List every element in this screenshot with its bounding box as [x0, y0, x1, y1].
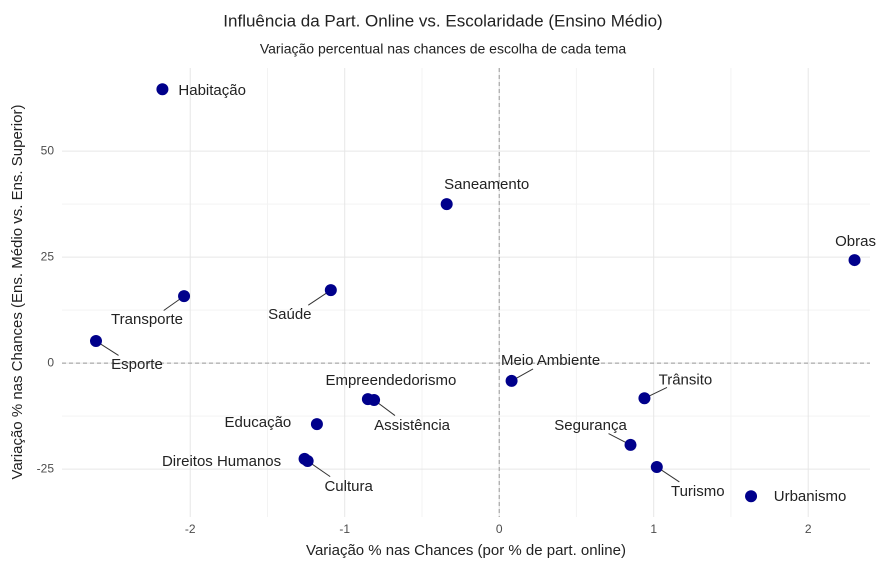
y-axis-label: Variação % nas Chances (Ens. Médio vs. E… — [9, 105, 26, 480]
point-label: Habitação — [178, 82, 246, 99]
point — [638, 392, 651, 405]
point-label: Meio Ambiente — [501, 352, 600, 369]
x-tick-label: -2 — [185, 522, 196, 536]
point — [368, 393, 381, 406]
point-label: Empreendedorismo — [325, 372, 456, 389]
point-label: Cultura — [324, 478, 373, 495]
point-label: Esporte — [111, 356, 163, 373]
point-label: Educação — [225, 414, 292, 431]
x-tick-label: 0 — [496, 522, 503, 536]
y-tick-label: 50 — [41, 143, 55, 157]
point — [650, 460, 663, 473]
point-label: Urbanismo — [774, 488, 847, 505]
x-tick-label: 2 — [805, 522, 812, 536]
point — [178, 290, 191, 303]
point — [324, 284, 337, 297]
point-label: Transporte — [111, 311, 183, 328]
point-label: Obras — [835, 233, 876, 250]
point — [848, 254, 861, 267]
point — [624, 438, 637, 451]
x-tick-label: 1 — [650, 522, 657, 536]
point-label: Trânsito — [659, 371, 713, 388]
point — [89, 335, 102, 348]
y-tick-label: -25 — [37, 461, 55, 475]
point — [301, 455, 314, 468]
point — [310, 418, 323, 431]
point-label: Assistência — [374, 417, 451, 434]
chart-title: Influência da Part. Online vs. Escolarid… — [223, 11, 662, 30]
x-tick-label: -1 — [339, 522, 350, 536]
y-tick-label: 25 — [41, 249, 55, 263]
y-tick-label: 0 — [47, 355, 54, 369]
point — [505, 374, 518, 387]
point-label: Turismo — [671, 483, 725, 500]
point — [745, 490, 758, 503]
point-label: Saneamento — [444, 176, 529, 193]
point-label: Saúde — [268, 306, 311, 323]
point-label: Direitos Humanos — [162, 453, 281, 470]
point — [156, 83, 169, 96]
chart-subtitle: Variação percentual nas chances de escol… — [260, 41, 627, 57]
x-axis-label: Variação % nas Chances (por % de part. o… — [306, 542, 626, 559]
point — [440, 198, 453, 211]
point-label: Segurança — [554, 417, 627, 434]
